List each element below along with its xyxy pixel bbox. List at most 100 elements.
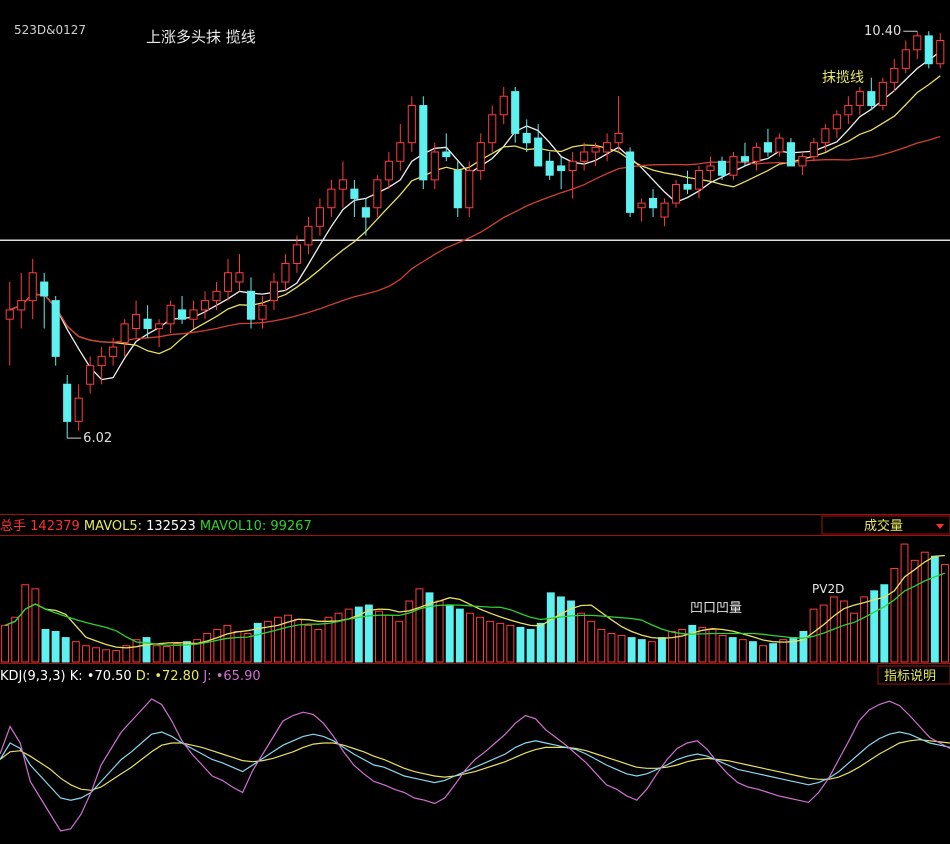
candle-body [109,346,118,357]
candle [752,142,761,171]
volume-bar [486,620,495,663]
candle-body [315,207,324,227]
candle [177,295,187,324]
volume-bar [870,590,879,663]
candle-body [97,355,106,367]
volume-indicator-label[interactable]: 成交量 [864,518,903,534]
volume-bar [455,608,464,663]
candle-body [580,151,589,162]
candle-body [775,137,784,153]
candle [373,175,382,218]
volume-bar [223,624,232,663]
candle-body [603,142,612,153]
volume-bar [476,616,484,663]
candle [660,198,669,227]
candle-body [683,184,692,190]
volume-bar [748,641,757,663]
volume-bar [718,635,727,663]
volume-bar [41,628,50,663]
volume-bar [577,612,586,663]
candle [534,124,543,167]
volume-bar [395,620,404,663]
volume-header-part: MAVOL10: [196,519,266,534]
candle-body [419,105,428,181]
high-price-label: 10.40 [864,24,901,39]
candle [683,170,692,194]
volume-bar [688,624,697,663]
candle [648,189,658,218]
kdj-indicator-button[interactable] [877,665,950,685]
candle [407,96,416,152]
candle [763,128,773,157]
kdj-panel: KDJ(9,3,3) K: •70.50 D: •72.80 J: •65.90… [0,665,950,832]
candle [40,272,49,329]
volume-bar [910,559,919,663]
candle-body [396,142,405,162]
candle-body [269,281,279,302]
candle-body [924,35,933,65]
volume-bar [284,614,292,663]
volume-bar [71,641,80,663]
candle [913,31,922,60]
volume-bar [799,631,808,663]
candle-body [40,281,49,297]
candle [200,291,210,320]
candle-body [476,142,485,172]
volume-header: 总手 142379 MAVOL5: 132523 MAVOL10: 99267 [0,519,312,534]
volume-bar [122,645,131,663]
candle-body [660,202,669,218]
volume-bar [213,628,222,663]
candle [258,295,267,329]
candle-body [373,179,382,209]
candle [384,151,393,190]
candle-body [155,323,164,329]
volume-bar [92,647,100,663]
volume-bar [516,626,525,663]
candle-body [166,304,175,325]
candle [132,300,141,338]
volume-bar [678,628,687,663]
candle-body [442,151,451,158]
candle [775,133,784,157]
volume-bar [759,645,767,663]
dropdown-arrow-icon[interactable] [936,524,944,529]
volume-bar [21,584,30,663]
candle [97,347,106,385]
candle-body [292,244,302,264]
candle-body [51,300,60,357]
ma30-line [9,135,941,344]
volume-bar [162,646,171,663]
volume-bar [769,643,778,663]
kdj-indicator-label[interactable]: 指标说明 [884,669,936,684]
code-label: 523D&0127 [14,23,86,37]
candle-body [281,262,290,283]
volume-bar [364,604,373,663]
volume-bar [203,633,212,663]
volume-bar [738,639,747,663]
candle [223,258,233,301]
volume-bar [860,596,869,663]
volume-bar [344,608,353,663]
volume-bar [51,631,60,663]
candle-body [568,160,577,172]
kdj-lines [0,698,950,832]
volume-bar [728,637,737,663]
volume-bar [172,643,181,663]
candle-body [120,323,129,343]
volume-indicator-button[interactable] [821,515,950,535]
candle-body [189,309,198,320]
volume-bar [405,600,414,663]
candle-body [212,290,221,302]
candle [786,138,795,167]
candle [246,277,256,329]
kdj-header: KDJ(9,3,3) K: •70.50 D: •72.80 J: •65.90 [0,669,261,684]
candle-body [729,156,738,176]
volume-bar [880,584,889,663]
candle-body [200,300,210,311]
volume-bar [920,551,929,663]
candle [63,374,72,439]
volume-bar [506,624,515,663]
candle-body [453,170,462,209]
candle [17,272,26,329]
volume-bar [627,637,636,663]
